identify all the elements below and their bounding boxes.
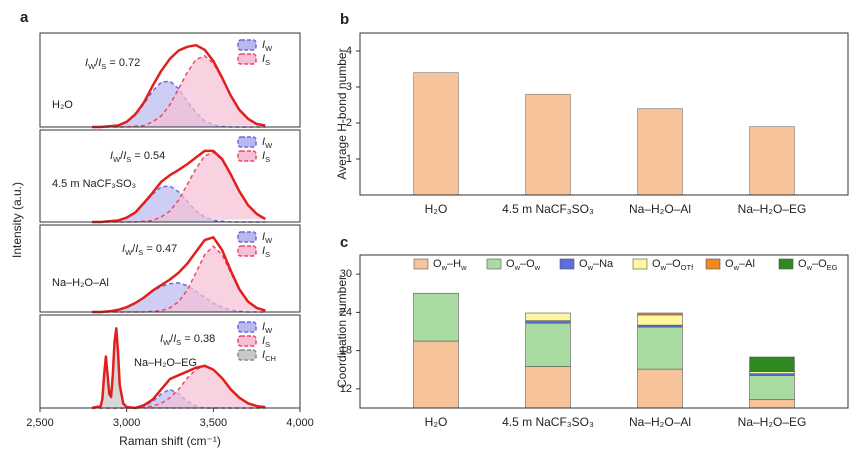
y-tick-label: 3 (346, 81, 352, 93)
legend-label: IS (262, 335, 270, 350)
panel-letter: c (340, 234, 348, 251)
panel-frame (39, 32, 301, 128)
bar-segment (637, 312, 683, 316)
y-tick-label: 12 (340, 383, 352, 395)
x-tick-label: Na–H₂O–Al (629, 415, 691, 429)
panel-letter: b (340, 11, 349, 28)
panel-frame (39, 224, 301, 313)
y-axis-title: Average H-bond number (335, 48, 349, 179)
legend-label: Ow–Na (579, 258, 614, 273)
legend-label: Ow–Ow (506, 258, 541, 273)
legend-swatch (237, 231, 257, 243)
spectrum-line (92, 149, 266, 224)
legend-label: IW (262, 321, 273, 336)
legend-swatch (237, 150, 257, 162)
legend-swatch (486, 258, 502, 270)
bar-segment (525, 312, 571, 321)
plot-frame (359, 254, 849, 409)
x-tick-label: 3,000 (113, 417, 141, 429)
legend-label: IW (262, 136, 273, 151)
bar-segment (413, 292, 459, 342)
x-tick-label: 4.5 m NaCF₃SO₃ (502, 202, 594, 216)
y-tick-label: 18 (340, 345, 352, 357)
y-tick-label: 2 (346, 117, 352, 129)
bar-segment (749, 356, 795, 372)
legend-swatch (237, 136, 257, 148)
bar-segment (637, 368, 683, 408)
y-tick-label: 24 (340, 306, 352, 318)
legend-label: Ow–OOTf (652, 258, 694, 273)
bar (413, 72, 459, 196)
bar-segment (525, 320, 571, 324)
bar-segment (637, 326, 683, 370)
legend-label: IS (262, 53, 270, 68)
legend-swatch (237, 245, 257, 257)
legend-label: Ow–Hw (433, 258, 467, 273)
bar (525, 93, 571, 196)
sample-label: 4.5 m NaCF₃SO₃ (52, 178, 136, 190)
legend-label: Ow–OEG (798, 258, 838, 273)
x-axis-title: Raman shift (cm⁻¹) (119, 434, 221, 448)
x-tick-label: 4,000 (286, 417, 314, 429)
y-tick-label: 4 (346, 45, 352, 57)
x-tick-label: 3,500 (200, 417, 228, 429)
spectrum-line (92, 43, 266, 129)
legend-swatch (237, 53, 257, 65)
x-tick-label: H₂O (425, 202, 448, 216)
spectrum-line (92, 236, 266, 314)
legend-swatch (778, 258, 794, 270)
legend-swatch (413, 258, 429, 270)
ratio-annotation: IW/IS = 0.72 (85, 57, 140, 72)
legend-label: IS (262, 245, 270, 260)
y-tick-label: 1 (346, 153, 352, 165)
legend-swatch (237, 335, 257, 347)
legend-swatch (559, 258, 575, 270)
y-tick-label: 30 (340, 268, 352, 280)
legend-swatch (237, 39, 257, 51)
y-axis-title: Coordination number (335, 276, 349, 388)
legend-swatch (632, 258, 648, 270)
bar (637, 108, 683, 196)
ratio-annotation: IW/IS = 0.47 (122, 243, 177, 258)
plot-frame (359, 32, 849, 196)
bar-segment (525, 322, 571, 367)
y-axis-title: Intensity (a.u.) (10, 182, 24, 258)
panel-frame (39, 314, 301, 409)
sample-label: Na–H₂O–Al (52, 277, 109, 289)
ratio-annotation: IW/IS = 0.38 (160, 333, 215, 348)
bar-segment (749, 375, 795, 401)
legend-label: IS (262, 150, 270, 165)
legend-label: Ow–Al (725, 258, 755, 273)
legend-swatch (237, 321, 257, 333)
x-tick-label: Na–H₂O–EG (738, 415, 807, 429)
legend-label: IW (262, 231, 273, 246)
legend-swatch (237, 349, 257, 361)
x-tick-label: 4.5 m NaCF₃SO₃ (502, 415, 594, 429)
sample-label: Na–H₂O–EG (134, 357, 197, 369)
panel-letter: a (20, 9, 29, 26)
panel-frame (39, 129, 301, 223)
x-tick-label: Na–H₂O–Al (629, 202, 691, 216)
legend-swatch (705, 258, 721, 270)
x-tick-label: 2,500 (26, 417, 54, 429)
sample-label: H₂O (52, 99, 73, 111)
bar (749, 126, 795, 196)
legend-label: IW (262, 39, 273, 54)
legend-label: ICH (262, 349, 276, 364)
x-tick-label: Na–H₂O–EG (738, 202, 807, 216)
x-tick-label: H₂O (425, 415, 448, 429)
bar-segment (525, 366, 571, 408)
bars (413, 292, 795, 408)
bar-segment (637, 314, 683, 326)
ratio-annotation: IW/IS = 0.54 (110, 150, 165, 165)
bar-segment (413, 340, 459, 408)
